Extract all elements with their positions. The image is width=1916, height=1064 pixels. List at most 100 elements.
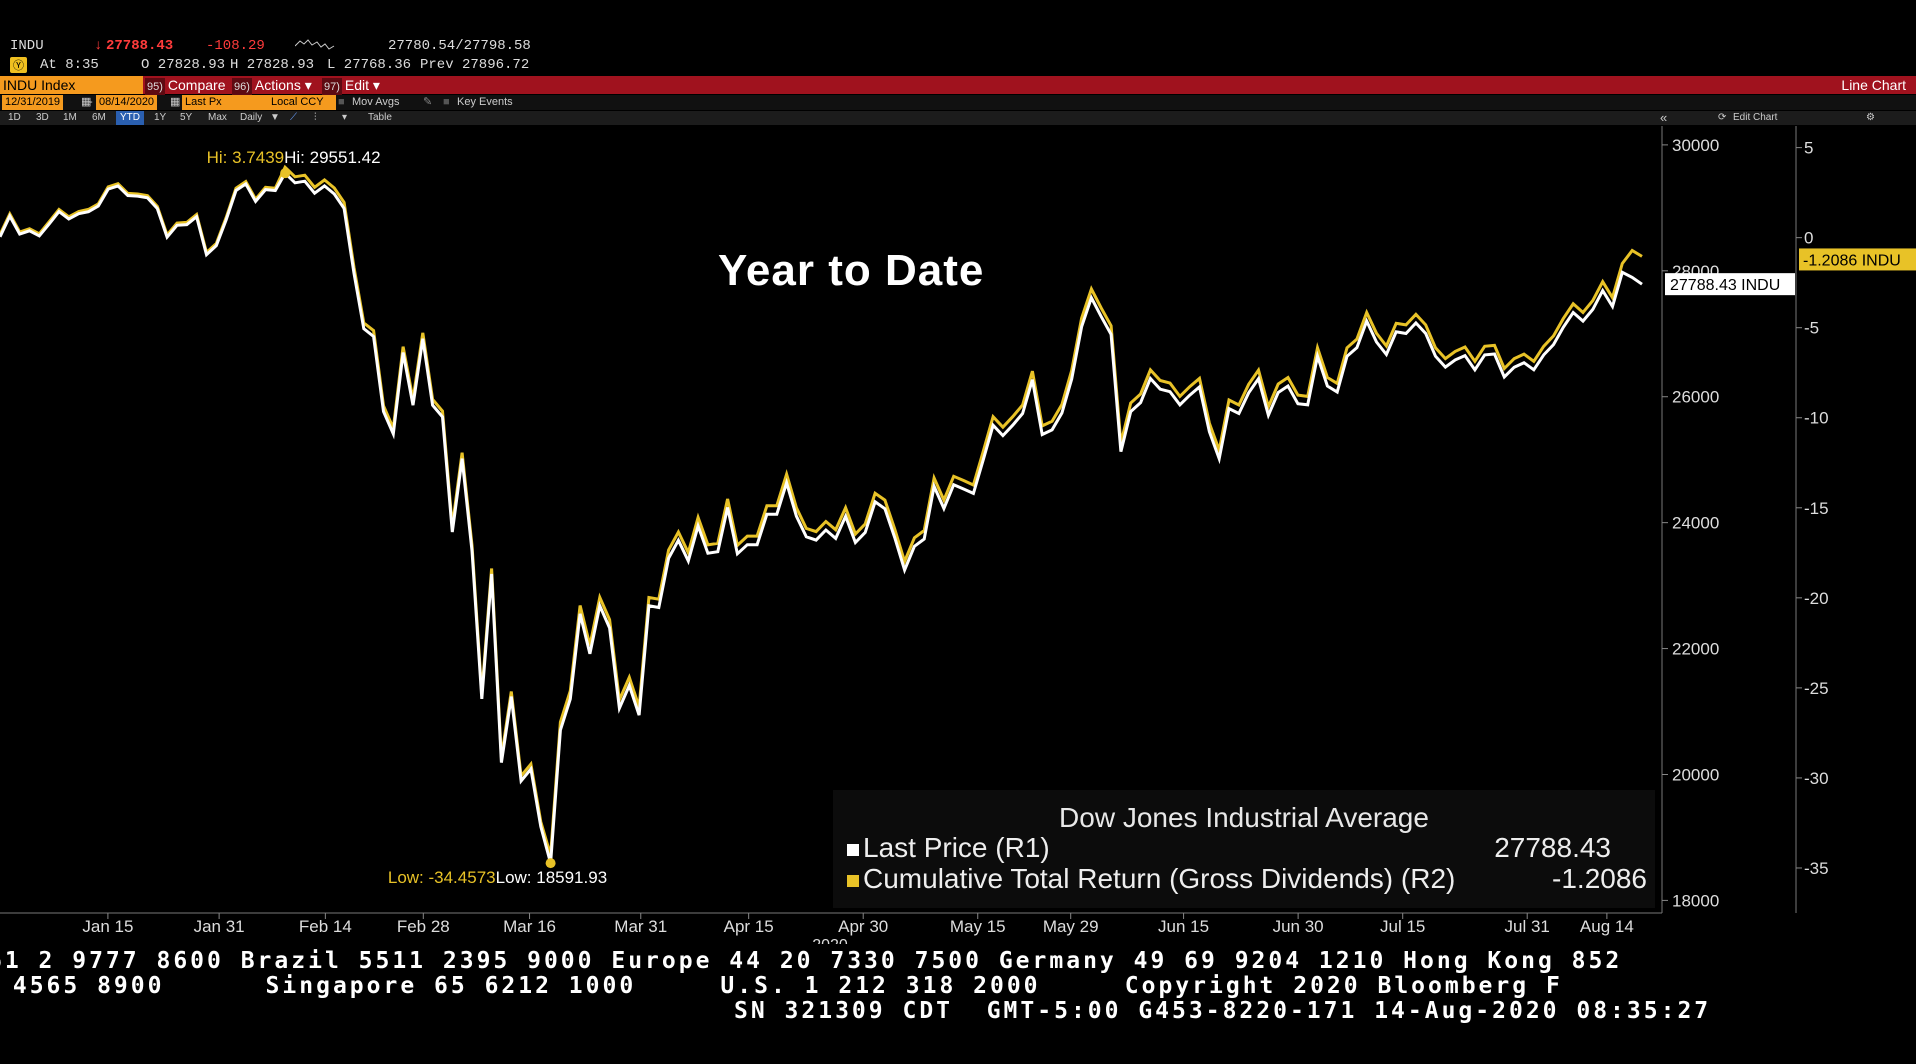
chart-overlay-title: Year to Date — [718, 246, 985, 295]
collapse-icon[interactable]: « — [1660, 110, 1668, 125]
legend-title: Dow Jones Industrial Average — [1059, 802, 1429, 833]
x-tick-label: Apr 15 — [724, 917, 774, 936]
y-right-tick-label: -35 — [1804, 859, 1829, 878]
range-max[interactable]: Max — [208, 112, 227, 123]
legend-row-price[interactable]: Last Price (R1) 27788.43 — [847, 832, 1647, 864]
quote-time: At 8:35 — [40, 57, 99, 73]
range-5y[interactable]: 5Y — [180, 112, 193, 123]
actions-menu[interactable]: 96) Actions ▾ — [232, 76, 312, 96]
range-1m[interactable]: 1M — [63, 112, 77, 123]
ticker-symbol: INDU — [10, 38, 44, 54]
x-tick-label: Aug 14 — [1580, 917, 1634, 936]
legend-return-value: -1.2086 — [1552, 863, 1647, 894]
x-tick-label: Feb 14 — [299, 917, 352, 936]
field-select[interactable]: Last Px — [182, 95, 268, 110]
y-right-tick-label: -5 — [1804, 319, 1819, 338]
y-left-tick-label: 20000 — [1672, 765, 1719, 784]
x-axis-year-label: 2020 — [812, 937, 848, 944]
bar-chart-icon[interactable]: ⫶ — [314, 112, 317, 123]
chevron-down-icon[interactable]: ▼ — [270, 112, 280, 123]
x-tick-label: Feb 28 — [397, 917, 450, 936]
x-tick-label: Jul 15 — [1380, 917, 1425, 936]
y-left-tick-label: 24000 — [1672, 514, 1719, 533]
calendar-icon[interactable]: ▦ — [170, 96, 181, 108]
range-6m[interactable]: 6M — [92, 112, 106, 123]
gear-icon[interactable]: ⚙ — [1866, 112, 1875, 123]
y-left-tick-label: 30000 — [1672, 136, 1719, 155]
compare-menu[interactable]: 95) Compare — [145, 76, 226, 96]
range-3d[interactable]: 3D — [36, 112, 49, 123]
low-return-label: Low: -34.4573 — [388, 868, 496, 887]
footer-line-1: 61 2 9777 8600 Brazil 5511 2395 9000 Eur… — [0, 948, 1623, 974]
key-events-toggle[interactable]: Key Events — [457, 96, 513, 108]
return-series-line — [0, 164, 1643, 856]
x-tick-label: Jun 30 — [1273, 917, 1324, 936]
edit-menu[interactable]: 97) Edit ▾ — [322, 76, 380, 96]
open-price: O 27828.93 — [141, 57, 226, 73]
range-bar: 1D 3D 1M 6M YTD 1Y 5Y Max Daily ▼ ⟋ ⫶ ▾ … — [0, 111, 1916, 125]
footer-contacts: 61 2 9777 8600 Brazil 5511 2395 9000 Eur… — [0, 948, 1916, 1064]
table-button[interactable]: Table — [368, 112, 392, 123]
chevron-down-icon: ▾ — [372, 77, 380, 93]
y-right-tick-label: 5 — [1804, 139, 1813, 158]
bid-ask: 27780.54/27798.58 — [388, 38, 531, 54]
calendar-icon[interactable]: ▦ — [81, 96, 92, 108]
x-tick-label: Apr 30 — [838, 917, 888, 936]
edit-chart-button[interactable]: Edit Chart — [1733, 112, 1778, 123]
checkbox-icon[interactable]: ■ — [443, 96, 450, 108]
function-toolbar: INDU Index 95) Compare 96) Actions ▾ 97) Ed… — [0, 76, 1916, 96]
x-tick-label: Jun 15 — [1158, 917, 1209, 936]
legend-box: Dow Jones Industrial Average Last Price … — [833, 790, 1655, 908]
x-tick-label: May 29 — [1043, 917, 1099, 936]
x-tick-label: Mar 31 — [614, 917, 667, 936]
x-tick-label: Jan 15 — [82, 917, 133, 936]
high-price: H 27828.93 — [230, 57, 315, 73]
pencil-icon[interactable]: ✎ — [423, 96, 433, 108]
checkbox-icon[interactable]: ■ — [338, 96, 345, 108]
return-tag-bg — [1799, 248, 1916, 271]
price-swatch — [847, 843, 859, 856]
settings-bar: 12/31/2019 ▦ - 08/14/2020 ▦ Last Px Loca… — [0, 95, 1916, 110]
y-left-tick-label: 18000 — [1672, 891, 1719, 910]
last-price-tag-bg — [1665, 273, 1795, 296]
mov-avgs-toggle[interactable]: Mov Avgs — [352, 96, 400, 108]
security-field[interactable]: INDU Index — [0, 76, 143, 94]
chart-type-label: Line Chart — [1841, 77, 1906, 93]
return-tag: -1.2086 INDU — [1803, 252, 1901, 269]
more-dropdown-icon[interactable]: ▾ — [342, 112, 348, 123]
line-chart-icon[interactable]: ⟋ — [290, 112, 297, 123]
last-price-tag: 27788.43 INDU — [1670, 277, 1780, 294]
range-ytd[interactable]: YTD — [116, 111, 144, 125]
price-series-line — [0, 170, 1643, 864]
y-left-tick-label: 22000 — [1672, 640, 1719, 659]
y-right-tick-label: 0 — [1804, 229, 1813, 248]
chevron-down-icon: ▾ — [304, 77, 312, 93]
return-swatch — [847, 874, 859, 887]
range-1d[interactable]: 1D — [8, 112, 21, 123]
net-change: -108.29 — [206, 38, 265, 54]
sparkline-icon — [294, 38, 335, 52]
frequency-select[interactable]: Daily — [240, 112, 263, 123]
x-tick-label: Jan 31 — [194, 917, 245, 936]
last-price: 27788.43 — [106, 38, 174, 54]
legend-row-return[interactable]: Cumulative Total Return (Gross Dividends… — [847, 863, 1647, 895]
y-right-tick-label: -25 — [1804, 679, 1829, 698]
currency-select[interactable]: Local CCY — [268, 95, 336, 110]
high-price-label: Hi: 29551.42 — [284, 148, 380, 167]
edit-chart-icon[interactable]: ⟳ — [1718, 112, 1727, 123]
y-right-tick-label: -20 — [1804, 589, 1829, 608]
low-point-marker — [545, 858, 556, 869]
y-left-tick-label: 26000 — [1672, 388, 1719, 407]
legend-price-value: 27788.43 — [1494, 832, 1611, 863]
end-date-field[interactable]: 08/14/2020 — [96, 95, 158, 110]
low-price-label: Low: 18591.93 — [496, 868, 608, 887]
y-right-tick-label: -15 — [1804, 499, 1829, 518]
y-right-tick-label: -30 — [1804, 769, 1829, 788]
range-1y[interactable]: 1Y — [154, 112, 167, 123]
start-date-field[interactable]: 12/31/2019 — [2, 95, 64, 110]
y-right-tick-label: -10 — [1804, 409, 1829, 428]
x-tick-label: Jul 31 — [1505, 917, 1550, 936]
down-arrow-icon: ↓ — [94, 38, 103, 54]
high-point-marker — [280, 168, 291, 179]
